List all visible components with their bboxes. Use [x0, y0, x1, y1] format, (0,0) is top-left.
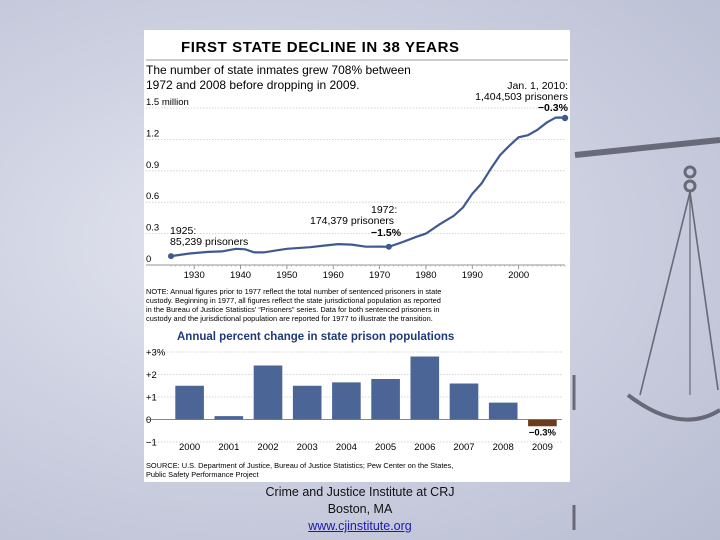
- line-y-tick-label: 0.9: [146, 160, 159, 171]
- prison-population-line: [170, 116, 566, 258]
- bar-x-tick-label: 2004: [336, 442, 357, 453]
- annotation-1972-change: −1.5%: [371, 227, 402, 239]
- bar-x-tick-label: 2005: [375, 442, 396, 453]
- bar-chart: +3%+2+10−1 2000 2001 2002 2003 2004 2005 2006 2…: [146, 348, 562, 453]
- line-chart: 1.5 million 1.2 0.9 0.6 0.3 0 1930 1940 1950 196…: [146, 97, 569, 281]
- line-chart-y-ticks: 1.5 million 1.2 0.9 0.6 0.3 0: [146, 97, 189, 265]
- data-point-1972: [385, 243, 392, 250]
- line-y-tick-label: 0.6: [146, 191, 159, 202]
- bar-chart-y-ticks: +3% +2 +1 0 −1: [146, 348, 166, 449]
- bar-chart-x-ticks: 2000 2001 2002 2003 2004 2005 2006 2007 2008 2009: [179, 442, 553, 453]
- bar-x-tick-label: 2007: [453, 442, 474, 453]
- annotation-2010-count: 1,404,503 prisoners: [475, 91, 568, 103]
- line-x-tick-label: 1930: [184, 270, 205, 281]
- bar-2005: [371, 379, 400, 420]
- bar-2001: [214, 416, 244, 420]
- line-x-tick-label: 1960: [323, 270, 344, 281]
- bar-label-2009: −0.3%: [529, 427, 557, 438]
- footer: Crime and Justice Institute at CRJ Bosto…: [144, 484, 576, 535]
- scale-string: [689, 191, 719, 391]
- bar-x-tick-label: 2006: [414, 442, 435, 453]
- annotation-1925-year: 1925:: [170, 225, 196, 237]
- annotation-2010-date: Jan. 1, 2010:: [507, 80, 568, 92]
- chart-subtitle-line2: 1972 and 2008 before dropping in 2009.: [146, 78, 360, 92]
- line-y-tick-label: 0: [146, 254, 151, 265]
- bar-y-tick-label: +3%: [146, 348, 166, 359]
- bar-x-tick-label: 2008: [493, 442, 514, 453]
- scale-beam: [574, 137, 720, 158]
- line-x-tick-label: 1980: [415, 270, 436, 281]
- bar-2003: [292, 385, 322, 420]
- bar-2008: [488, 402, 518, 420]
- annotation-1925-count: 85,239 prisoners: [170, 236, 248, 248]
- bar-x-tick-label: 2009: [532, 442, 553, 453]
- scale-chain-link: [683, 165, 697, 179]
- note-line-1: NOTE: Annual figures prior to 1977 refle…: [146, 287, 441, 296]
- bar-2007: [449, 383, 479, 420]
- note-line-2: custody. Beginning in 1977, all figures …: [146, 296, 441, 305]
- bar-y-tick-label: +2: [146, 370, 157, 381]
- data-point-2010: [561, 114, 569, 122]
- line-y-tick-label: 1.2: [146, 128, 159, 139]
- annotation-1972-count: 174,379 prisoners: [310, 215, 394, 227]
- bar-2006: [410, 356, 440, 420]
- line-x-tick-label: 1940: [230, 270, 251, 281]
- bar-2004: [332, 382, 361, 420]
- line-y-tick-label: 0.3: [146, 223, 159, 234]
- footer-website-link[interactable]: www.cjinstitute.org: [308, 519, 412, 533]
- source-line-2: Public Safety Performance Project: [146, 470, 259, 479]
- note-line-3: in the Bureau of Justice Statistics' “Pr…: [146, 305, 439, 314]
- scale-string: [639, 191, 691, 396]
- bar-2009: [528, 419, 557, 427]
- source-line-1: SOURCE: U.S. Department of Justice, Bure…: [146, 461, 453, 470]
- bar-y-tick-label: −1: [146, 438, 157, 449]
- line-chart-gridlines: [146, 107, 565, 266]
- line-x-tick-label: 1970: [369, 270, 390, 281]
- bar-2002: [253, 365, 283, 420]
- bar-2000: [175, 385, 204, 420]
- annotation-2010-change: −0.3%: [538, 102, 569, 114]
- note-line-4: custody and the jurisdictional populatio…: [146, 314, 433, 323]
- line-y-tick-label: 1.5 million: [146, 97, 189, 108]
- footer-org: Crime and Justice Institute at CRJ: [265, 485, 455, 499]
- scale-pan: [626, 393, 720, 422]
- bar-x-tick-label: 2003: [297, 442, 318, 453]
- data-point-1925: [168, 253, 174, 260]
- bar-x-tick-label: 2000: [179, 442, 200, 453]
- line-chart-x-ticks: 1930 1940 1950 1960 1970 1980 1990 2000: [146, 264, 566, 281]
- bar-chart-bars: [146, 356, 562, 427]
- line-x-tick-label: 1950: [276, 270, 297, 281]
- footer-city: Boston, MA: [327, 502, 393, 516]
- line-x-tick-label: 1990: [462, 270, 483, 281]
- scale-chain-link: [683, 179, 697, 193]
- chart-subtitle-line1: The number of state inmates grew 708% be…: [146, 63, 411, 77]
- annotation-1972-year: 1972:: [371, 204, 397, 216]
- infographic-panel: FIRST STATE DECLINE IN 38 YEARS The numb…: [144, 30, 570, 482]
- infographic-svg: FIRST STATE DECLINE IN 38 YEARS The numb…: [146, 39, 569, 479]
- bar-x-tick-label: 2001: [218, 442, 239, 453]
- line-x-tick-label: 2000: [508, 270, 529, 281]
- chart-headline: FIRST STATE DECLINE IN 38 YEARS: [181, 39, 460, 56]
- bar-chart-title: Annual percent change in state prison po…: [177, 331, 454, 343]
- bar-x-tick-label: 2002: [257, 442, 278, 453]
- bar-y-tick-label: 0: [146, 415, 151, 426]
- bar-y-tick-label: +1: [146, 393, 157, 404]
